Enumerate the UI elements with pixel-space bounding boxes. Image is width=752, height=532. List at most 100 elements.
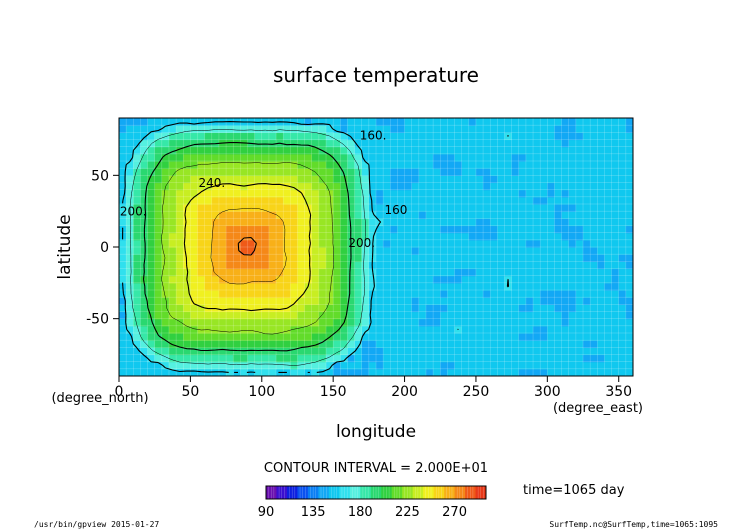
colorbar-swatch bbox=[286, 486, 298, 499]
field-cell bbox=[497, 161, 506, 169]
field-cell bbox=[597, 368, 606, 376]
field-cell bbox=[540, 239, 548, 248]
field-cell bbox=[340, 361, 349, 370]
x-tick-label: 0 bbox=[115, 384, 124, 400]
field-cell bbox=[190, 311, 199, 320]
field-cell bbox=[133, 333, 142, 341]
field-cell bbox=[126, 311, 134, 320]
field-cell bbox=[590, 297, 598, 305]
field-cell bbox=[461, 282, 470, 291]
field-cell bbox=[625, 325, 633, 334]
field-cell bbox=[511, 254, 520, 262]
field-cell bbox=[497, 282, 506, 291]
field-cell bbox=[197, 347, 206, 356]
field-cell bbox=[133, 146, 142, 155]
field-cell bbox=[618, 239, 627, 248]
field-cell bbox=[126, 118, 134, 126]
field-cell bbox=[311, 146, 320, 155]
field-cell bbox=[511, 225, 520, 234]
field-cell bbox=[190, 318, 199, 327]
field-cell bbox=[461, 254, 470, 262]
field-cell bbox=[368, 168, 377, 176]
field-cell bbox=[568, 318, 577, 327]
field-cell bbox=[418, 218, 427, 227]
field-cell bbox=[525, 304, 534, 313]
field-cell bbox=[561, 325, 570, 334]
field-cell bbox=[361, 161, 370, 169]
field-cell bbox=[311, 132, 320, 141]
field-cell bbox=[304, 354, 313, 363]
field-cell bbox=[304, 211, 313, 219]
colorbar-tick-label: 225 bbox=[395, 505, 420, 520]
field-cell bbox=[411, 211, 420, 219]
field-cell bbox=[468, 340, 477, 348]
field-cell bbox=[218, 318, 227, 327]
field-cell bbox=[333, 254, 341, 262]
field-cell bbox=[368, 340, 377, 348]
field-cell bbox=[326, 368, 334, 376]
field-cell bbox=[625, 182, 633, 191]
field-cell bbox=[154, 361, 163, 370]
field-cell bbox=[418, 146, 427, 155]
field-cell bbox=[590, 153, 598, 162]
field-cell bbox=[618, 161, 627, 169]
field-cell bbox=[497, 261, 506, 270]
y-tick-label: 50 bbox=[91, 168, 109, 184]
field-cell bbox=[497, 146, 506, 155]
field-cell bbox=[390, 247, 399, 255]
field-cell bbox=[618, 354, 627, 363]
field-cell bbox=[418, 182, 427, 191]
field-cell bbox=[126, 290, 134, 298]
field-cell bbox=[154, 175, 163, 184]
field-cell bbox=[604, 196, 613, 205]
field-cell bbox=[547, 132, 556, 141]
field-cell bbox=[183, 254, 191, 262]
colorbar-swatch bbox=[318, 486, 330, 499]
field-cell bbox=[447, 161, 456, 169]
field-cell bbox=[525, 254, 534, 262]
field-cell bbox=[133, 275, 142, 284]
field-cell bbox=[204, 125, 213, 133]
field-cell bbox=[561, 146, 570, 155]
field-cell bbox=[483, 125, 491, 133]
field-cell bbox=[297, 153, 306, 162]
field-cell bbox=[590, 325, 598, 334]
field-cell bbox=[518, 282, 527, 291]
field-cell bbox=[561, 225, 570, 234]
field-cell bbox=[183, 118, 191, 126]
field-cell bbox=[211, 311, 220, 320]
field-cell bbox=[433, 146, 441, 155]
field-cell bbox=[311, 333, 320, 341]
field-cell bbox=[247, 282, 256, 291]
field-cell bbox=[140, 325, 149, 334]
field-cell bbox=[176, 261, 184, 270]
field-cell bbox=[540, 354, 548, 363]
field-cell bbox=[119, 204, 127, 212]
field-cell bbox=[597, 189, 606, 198]
field-cell bbox=[625, 175, 633, 184]
field-cell bbox=[154, 318, 163, 327]
field-cell bbox=[147, 347, 156, 356]
field-cell bbox=[326, 204, 334, 212]
field-cell bbox=[511, 153, 520, 162]
field-cell bbox=[290, 182, 299, 191]
field-cell bbox=[340, 125, 349, 133]
field-cell bbox=[140, 368, 149, 376]
field-cell bbox=[318, 325, 327, 334]
field-cell bbox=[326, 168, 334, 176]
field-cell bbox=[318, 254, 327, 262]
field-cell bbox=[525, 347, 534, 356]
field-cell bbox=[611, 182, 620, 191]
field-cell bbox=[283, 290, 291, 298]
field-cell bbox=[618, 261, 627, 270]
field-cell bbox=[211, 168, 220, 176]
field-cell bbox=[276, 282, 284, 291]
field-cell bbox=[447, 118, 456, 126]
field-cell bbox=[575, 168, 584, 176]
field-cell bbox=[418, 125, 427, 133]
field-cell bbox=[168, 347, 177, 356]
field-cell bbox=[411, 139, 420, 148]
field-cell bbox=[454, 247, 463, 255]
field-cell bbox=[497, 368, 506, 376]
field-cell bbox=[625, 225, 633, 234]
